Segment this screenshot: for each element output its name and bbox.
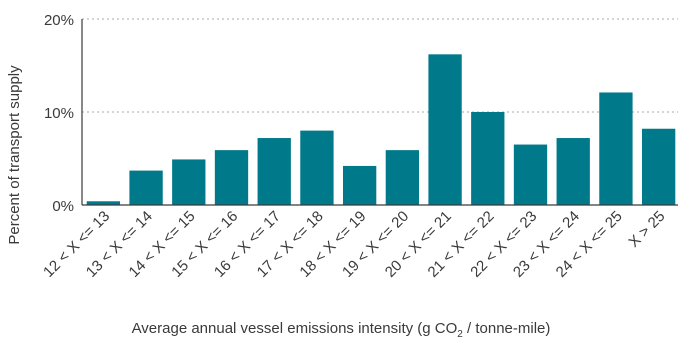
bar <box>556 138 590 205</box>
bar <box>385 150 420 205</box>
x-axis-title-subscript: 2 <box>457 329 463 340</box>
y-tick-label: 20% <box>44 12 74 29</box>
bar <box>86 201 121 205</box>
gridlines <box>82 18 678 113</box>
bar <box>342 165 377 205</box>
bar <box>641 128 676 205</box>
bar <box>599 92 633 205</box>
bar <box>513 144 548 205</box>
bar <box>471 112 505 205</box>
y-tick-labels: 0% 10% 20% <box>44 12 74 215</box>
x-axis-title: Average annual vessel emissions intensit… <box>132 320 551 340</box>
x-tick-label: X > 25 <box>625 208 668 251</box>
y-tick-label: 10% <box>44 105 74 122</box>
y-tick-label: 0% <box>52 198 74 215</box>
bar <box>428 54 462 206</box>
y-axis-title: Percent of transport supply <box>6 65 23 245</box>
bar <box>172 159 206 205</box>
bar <box>214 150 249 205</box>
bar <box>257 138 291 205</box>
bar <box>300 130 334 205</box>
x-axis-title-main: Average annual vessel emissions intensit… <box>132 320 458 337</box>
bar <box>129 170 163 205</box>
x-axis-title-end: / tonne-mile) <box>463 320 551 337</box>
bars <box>86 54 676 206</box>
